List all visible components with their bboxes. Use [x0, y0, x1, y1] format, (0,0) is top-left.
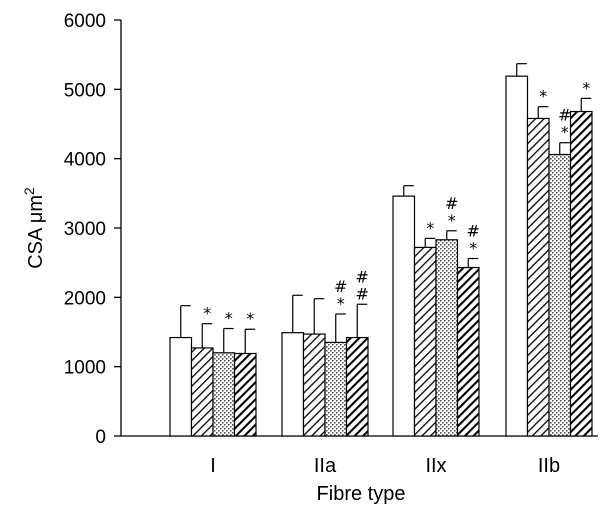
y-tick-label: 2000 — [64, 288, 106, 309]
bar-iib-4 — [569, 110, 593, 437]
x-axis-title: Fibre type — [317, 483, 406, 505]
bar-i-4 — [233, 352, 257, 437]
annotation-i-3: * — [225, 309, 233, 328]
y-axis-title: CSA μm2 — [21, 187, 47, 269]
bars — [169, 75, 593, 437]
annotation-iia-4: # — [356, 284, 369, 303]
y-tick-label: 5000 — [64, 80, 106, 101]
annotation-iix-4: * — [469, 239, 477, 258]
y-tick-label: 0 — [95, 427, 106, 448]
category-label-iia: IIa — [314, 455, 337, 477]
annotation-iib-3: * — [561, 123, 569, 142]
y-tick-label: 3000 — [64, 219, 106, 240]
bar-iib-3 — [548, 153, 572, 437]
annotation-iix-2: * — [426, 218, 434, 237]
annotation-iib-2: * — [539, 87, 547, 106]
annotation-iia-4: # — [356, 267, 369, 286]
category-label-iib: IIb — [538, 455, 560, 477]
annotation-iib-3: # — [558, 106, 571, 125]
bar-i-3 — [212, 352, 236, 437]
bar-iia-2 — [302, 333, 326, 437]
annotation-i-2: * — [203, 304, 211, 323]
bar-iix-2 — [413, 246, 437, 437]
bar-iia-3 — [324, 341, 348, 437]
annotation-iia-3: * — [337, 294, 345, 313]
bar-iia-1 — [281, 332, 305, 437]
bar-iib-1 — [505, 75, 529, 437]
error-bars — [180, 63, 592, 354]
bar-iix-3 — [435, 239, 459, 437]
annotation-iix-3: # — [445, 194, 458, 213]
y-axis-ticks: 0 1000 2000 3000 4000 5000 6000 — [64, 11, 121, 448]
y-tick-label: 1000 — [64, 358, 106, 379]
bar-iix-4 — [456, 266, 480, 437]
annotation-iix-4: # — [467, 222, 480, 241]
x-axis-categories: I IIa IIx IIb — [210, 455, 560, 477]
annotation-iix-3: * — [448, 211, 456, 230]
significance-annotations: ****#*#*#**###** — [203, 78, 590, 328]
annotation-i-4: * — [246, 309, 254, 328]
bar-iia-4 — [345, 336, 369, 437]
category-label-iix: IIx — [425, 455, 446, 477]
annotation-iib-4: * — [582, 78, 590, 97]
bar-i-1 — [169, 336, 193, 437]
y-tick-label: 4000 — [64, 150, 106, 171]
category-label-i: I — [210, 455, 216, 477]
bar-i-2 — [190, 347, 214, 437]
bar-iib-2 — [526, 117, 550, 437]
bar-iix-1 — [392, 195, 416, 437]
y-tick-label: 6000 — [64, 11, 106, 32]
annotation-iia-3: # — [334, 277, 347, 296]
